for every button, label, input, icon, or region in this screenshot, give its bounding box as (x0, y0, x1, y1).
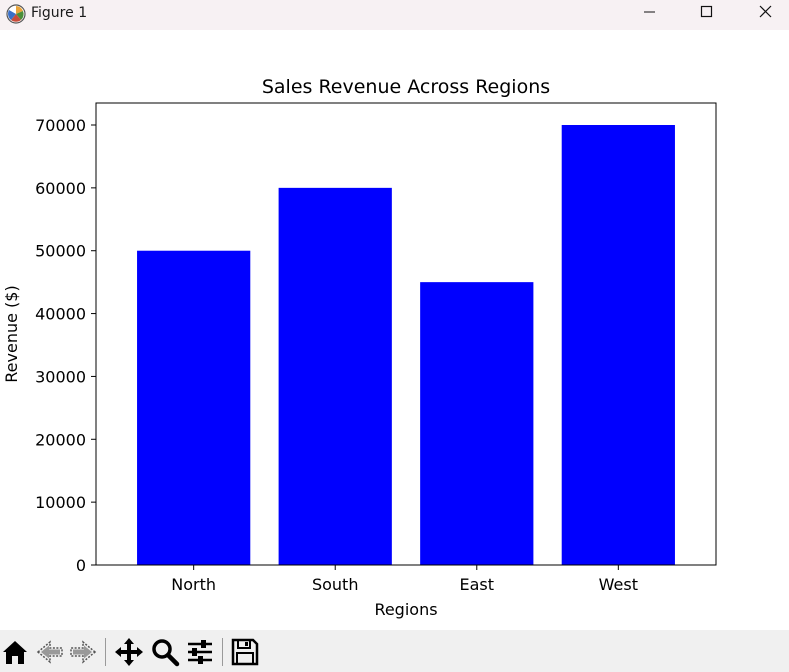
configure-subplots-icon (188, 640, 212, 664)
x-tick-label: North (171, 575, 216, 594)
pan-icon (115, 638, 143, 666)
back-button[interactable] (35, 637, 65, 667)
pan-button[interactable] (114, 637, 144, 667)
save-button[interactable] (230, 637, 260, 667)
configure-subplots-button[interactable] (185, 637, 215, 667)
close-button[interactable] (731, 0, 789, 30)
home-button[interactable] (0, 637, 30, 667)
x-tick-label: South (312, 575, 359, 594)
bar-north (137, 250, 251, 565)
save-icon (231, 638, 259, 666)
minimize-icon (644, 11, 655, 13)
matplotlib-icon (5, 3, 27, 25)
title-bar: Figure 1 (0, 0, 789, 30)
bar-east (420, 282, 534, 565)
y-tick-label: 50000 (35, 242, 86, 261)
y-axis-label: Revenue ($) (2, 285, 21, 382)
bar-south (278, 187, 392, 565)
zoom-icon (152, 639, 180, 667)
chart-title: Sales Revenue Across Regions (262, 76, 550, 98)
home-icon (3, 641, 27, 664)
navigation-toolbar (0, 630, 789, 672)
toolbar-separator (105, 638, 106, 666)
y-tick-label: 70000 (35, 116, 86, 135)
x-tick-label: West (599, 575, 638, 594)
window-title: Figure 1 (31, 5, 88, 21)
maximize-icon (700, 5, 713, 18)
y-tick-label: 0 (76, 556, 86, 575)
y-tick-label: 40000 (35, 305, 86, 324)
bar-chart: Sales Revenue Across Regions 0 10000 20000… (2, 76, 717, 619)
maximize-button[interactable] (678, 0, 736, 30)
y-tick-label: 30000 (35, 367, 86, 386)
zoom-button[interactable] (150, 637, 180, 667)
y-tick-label: 60000 (35, 179, 86, 198)
forward-arrow-icon (70, 640, 97, 664)
toolbar-separator (222, 638, 223, 666)
figure-canvas: Sales Revenue Across Regions 0 10000 20000… (0, 30, 789, 630)
close-icon (759, 5, 772, 18)
x-tick-label: East (460, 575, 495, 594)
minimize-button[interactable] (620, 0, 678, 30)
forward-button[interactable] (68, 637, 98, 667)
y-tick-label: 10000 (35, 493, 86, 512)
axes-frame (95, 102, 717, 566)
bar-west (561, 125, 675, 565)
back-arrow-icon (36, 640, 63, 664)
x-axis-label: Regions (374, 600, 437, 619)
y-tick-label: 20000 (35, 430, 86, 449)
